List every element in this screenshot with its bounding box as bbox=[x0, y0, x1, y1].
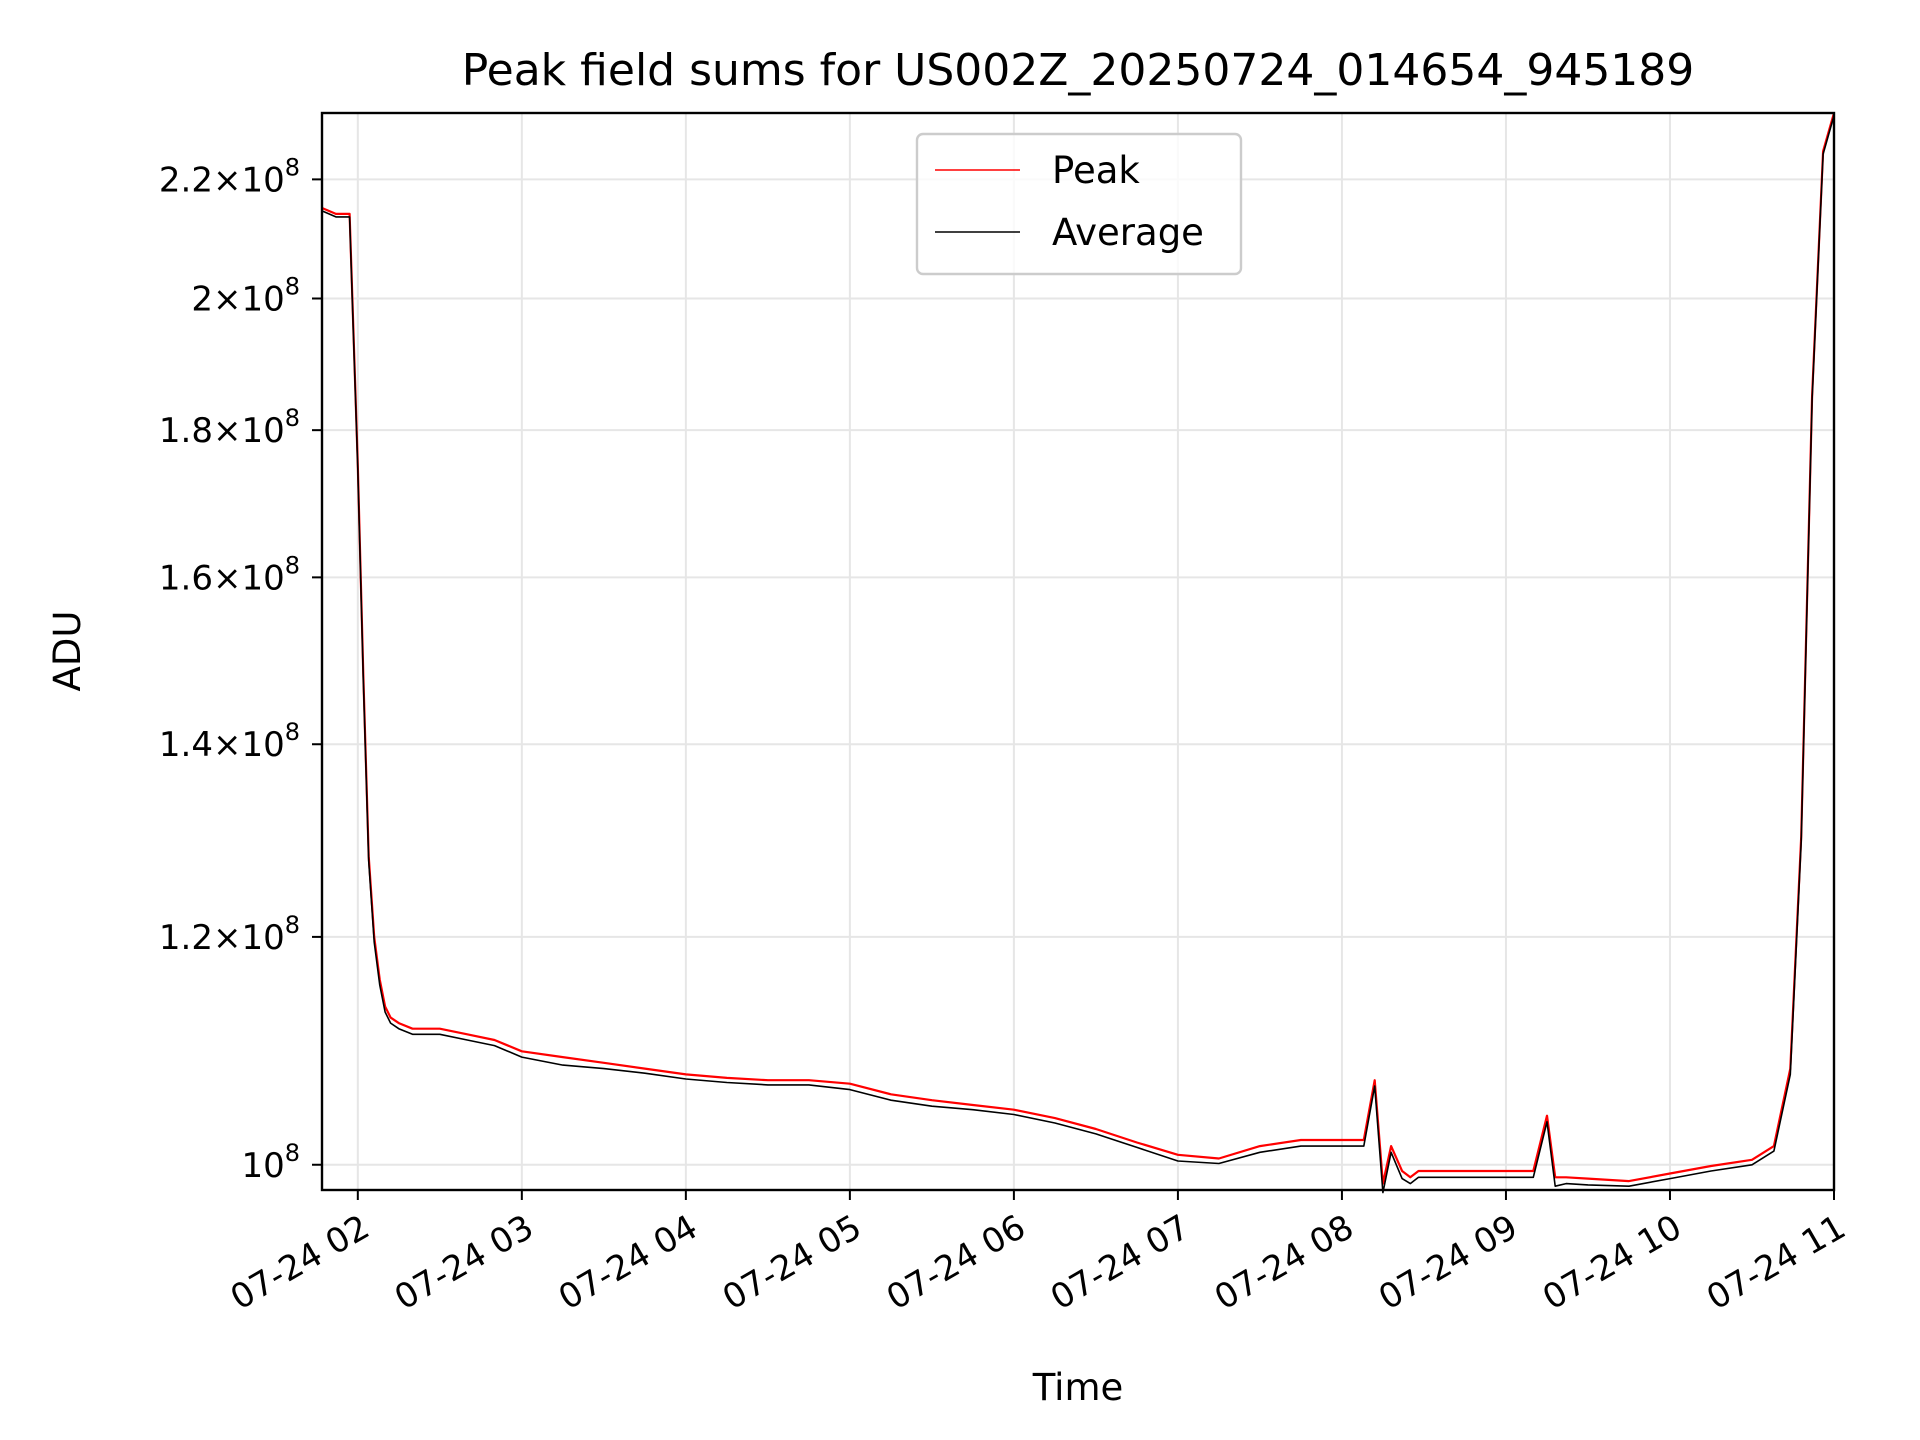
legend-label-peak: Peak bbox=[1052, 149, 1140, 192]
plot-frame bbox=[320, 111, 1836, 1192]
legend-label-average: Average bbox=[1052, 211, 1204, 254]
chart-title: Peak field sums for US002Z_20250724_0146… bbox=[462, 45, 1695, 96]
series-line-peak bbox=[321, 112, 1836, 1185]
y-axis-ticks: 108 1.2×108 1.4×108 1.6×108 1.8×108 2×108 2.2×… bbox=[159, 153, 322, 1186]
y-tick-label: 1.2×108 bbox=[159, 911, 300, 958]
plot-series bbox=[321, 112, 1836, 1194]
y-axis-label: ADU bbox=[46, 611, 89, 692]
y-tick-label: 1.8×108 bbox=[159, 404, 300, 451]
y-tick-label: 108 bbox=[241, 1139, 300, 1186]
y-tick-label: 1.4×108 bbox=[159, 718, 300, 765]
x-axis-label: Time bbox=[1032, 1366, 1124, 1409]
y-tick-label: 2.2×108 bbox=[159, 153, 300, 200]
y-tick-label: 2×108 bbox=[191, 272, 300, 319]
series-line-average bbox=[321, 115, 1835, 1194]
legend: Peak Average bbox=[915, 132, 1243, 276]
legend-box bbox=[915, 132, 1243, 276]
y-tick-label: 1.6×108 bbox=[159, 551, 300, 598]
